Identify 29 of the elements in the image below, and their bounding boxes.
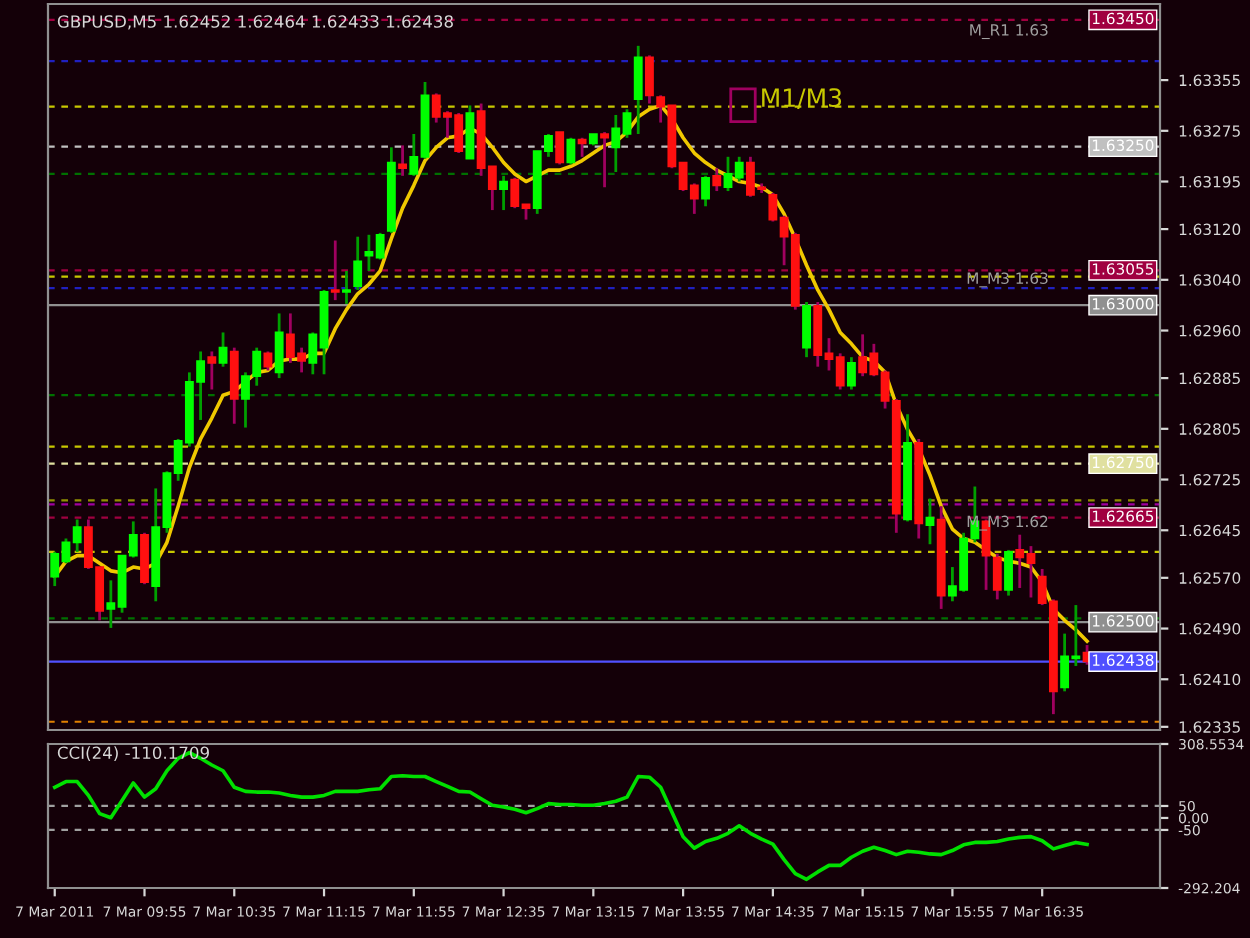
candlestick xyxy=(398,144,408,178)
text: GBPUSD,M5 1.62452 1.62464 1.62433 1.62438 xyxy=(57,15,453,30)
candlestick xyxy=(218,331,228,369)
candlestick xyxy=(229,346,239,426)
candlestick xyxy=(802,300,811,359)
candlestick xyxy=(353,235,363,292)
candlestick xyxy=(566,136,576,166)
candlestick xyxy=(925,497,935,546)
candlestick xyxy=(633,44,643,136)
annotation: M1/M3 xyxy=(762,88,842,110)
candlestick xyxy=(499,174,508,212)
candlestick xyxy=(712,166,722,193)
candlestick xyxy=(1004,548,1013,597)
candlestick xyxy=(342,269,351,306)
candlestick xyxy=(465,104,475,161)
line-series xyxy=(52,750,1089,882)
candlestick xyxy=(992,552,1002,601)
candlestick xyxy=(274,312,284,380)
candlestick xyxy=(577,136,587,159)
candlestick xyxy=(600,130,609,189)
candlestick xyxy=(555,130,565,166)
candlestick xyxy=(140,531,149,586)
candlestick xyxy=(207,350,217,391)
chart-title: CCI(24) -110.1709 xyxy=(57,746,209,762)
candlestick xyxy=(330,239,340,302)
candlestick xyxy=(701,174,710,208)
candlestick xyxy=(846,355,856,391)
candlestick xyxy=(645,53,654,105)
candlestick xyxy=(263,350,273,372)
